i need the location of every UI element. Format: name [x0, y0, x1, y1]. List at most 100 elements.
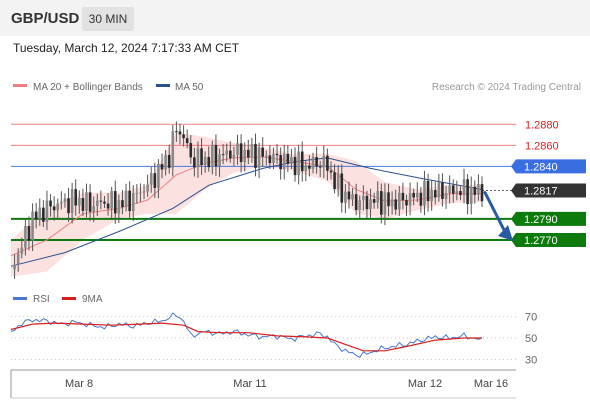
candle-body [257, 147, 261, 169]
candle-body [354, 194, 358, 211]
rsi-tick-50: 50 [525, 333, 537, 345]
candle-body [182, 134, 185, 139]
candle-body [193, 157, 196, 168]
candle-body [315, 157, 318, 167]
timeframe-button[interactable]: 30 MIN [82, 7, 134, 31]
candle-body [78, 197, 81, 206]
candle-body [246, 149, 250, 158]
candle-body [81, 197, 85, 211]
candle-body [211, 144, 214, 168]
candle-body [131, 193, 135, 212]
candle-body [200, 148, 203, 165]
candle-body [308, 165, 311, 169]
candle-body [405, 200, 408, 206]
candle-body [365, 195, 369, 210]
candle-body [20, 247, 24, 254]
candle-body [480, 184, 484, 202]
candle-body [272, 153, 275, 164]
current-price-tag [511, 183, 586, 198]
candle-body [45, 200, 49, 222]
candle-body [347, 191, 351, 200]
candle-body [106, 203, 110, 209]
candle-body [113, 191, 117, 214]
candle-body [441, 182, 444, 199]
candle-body [13, 264, 16, 270]
x-tick-label: Mar 11 [233, 378, 266, 390]
candle-body [232, 154, 236, 159]
candle-body [63, 198, 67, 202]
rsi-tick-30: 30 [525, 354, 537, 366]
level-tag-1.2790 [511, 211, 586, 226]
candle-body [49, 200, 52, 207]
symbol-title: GBP/USD [11, 10, 80, 27]
candle-body [74, 189, 78, 206]
candle-body [254, 144, 257, 169]
candle-body [149, 173, 153, 185]
candle-body [344, 191, 347, 203]
candle-body [387, 192, 390, 207]
candle-body [243, 149, 247, 163]
candle-body [221, 154, 225, 156]
candle-body [466, 179, 469, 205]
bollinger-band-area [11, 132, 482, 277]
rsi-legend-swatch [13, 297, 27, 300]
candle-body [419, 192, 423, 206]
candle-body [160, 163, 164, 170]
candle-body [477, 184, 480, 195]
candle-body [394, 199, 398, 210]
candle-body [95, 200, 99, 207]
candle-body [167, 154, 171, 168]
candle-body [261, 147, 264, 157]
candle-body [34, 211, 38, 220]
candle-body [383, 192, 387, 215]
ma20-legend-swatch [13, 84, 27, 87]
rsi-line [10, 312, 483, 358]
candle-body [293, 156, 297, 176]
forecast-arrow-head [498, 224, 513, 241]
candle-body [426, 180, 430, 202]
x-tick-label: Mar 12 [408, 378, 442, 390]
candle-body [398, 192, 401, 210]
candle-body [117, 200, 121, 214]
candle-body [275, 153, 279, 156]
candle-body [430, 190, 433, 202]
candle-body [31, 211, 34, 241]
candle-body [401, 192, 405, 201]
candle-body [38, 207, 42, 220]
candle-body [250, 144, 254, 158]
candle-body [56, 203, 60, 211]
candle-body [469, 186, 473, 205]
top-bar: GBP/USD 30 MIN [0, 0, 590, 36]
candle-body [60, 201, 63, 204]
candle-body [351, 194, 354, 200]
candle-body [412, 192, 415, 198]
candle-body [85, 192, 88, 211]
candle-body [139, 192, 142, 194]
candle-body [27, 226, 31, 241]
candle-body [444, 193, 448, 199]
candle-body [153, 173, 157, 188]
candle-body [99, 200, 103, 202]
candle-body [462, 179, 466, 196]
level-label-1.2770: 1.2770 [524, 235, 558, 247]
forecast-arrow-shaft [483, 191, 507, 234]
candle-body [437, 182, 441, 198]
candle-body [336, 173, 340, 190]
candle-body [282, 153, 286, 170]
candle-body [408, 192, 412, 206]
rsi-legend-label: RSI [33, 294, 50, 305]
candle-body [214, 144, 218, 167]
candle-body [103, 201, 106, 204]
candle-body [203, 156, 207, 165]
candle-body [92, 206, 95, 212]
candle-body [290, 156, 293, 164]
candle-body [433, 190, 437, 198]
candle-body [423, 180, 426, 206]
candle-body [390, 199, 394, 207]
candle-body [185, 138, 189, 144]
candle-body [239, 143, 243, 163]
candle-body [376, 191, 380, 203]
candle-body [157, 163, 160, 188]
candle-body [372, 199, 376, 203]
timestamp: Tuesday, March 12, 2024 7:17:33 AM CET [13, 41, 240, 55]
